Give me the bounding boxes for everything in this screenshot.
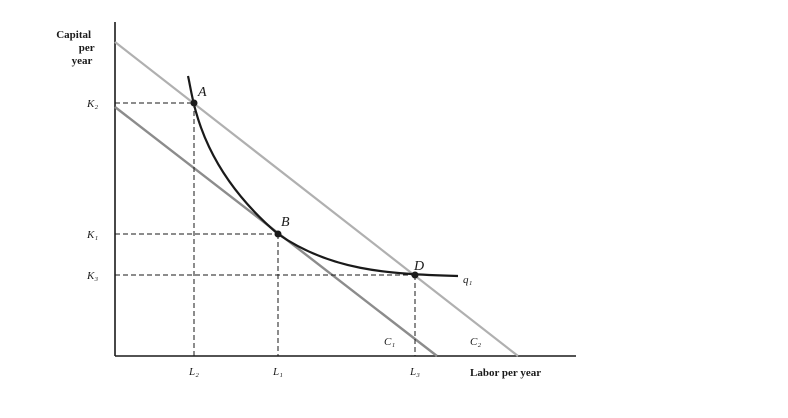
guide-lines bbox=[115, 102, 416, 356]
tick-k3: K₃ bbox=[86, 270, 98, 282]
point-d-marker bbox=[411, 271, 419, 279]
tick-l1: L₁ bbox=[272, 366, 283, 378]
point-a-label: A bbox=[197, 85, 207, 100]
point-d-label: D bbox=[413, 259, 424, 274]
y-axis-title-line-2: per bbox=[79, 42, 95, 54]
y-axis-title: Capital per year bbox=[56, 29, 97, 67]
isoquant-curve-q1 bbox=[186, 75, 459, 278]
point-b-marker bbox=[274, 230, 282, 238]
isocost-c1-label: C₁ bbox=[384, 336, 395, 348]
tick-k2: K₂ bbox=[86, 98, 98, 110]
point-a-marker bbox=[190, 99, 198, 107]
x-axis-title: Labor per year bbox=[470, 367, 541, 379]
tick-l3: L₃ bbox=[409, 366, 420, 378]
tick-k1: K₁ bbox=[86, 229, 98, 241]
point-b-label: B bbox=[281, 215, 290, 230]
y-axis-title-line-3: year bbox=[72, 55, 93, 67]
tick-l2: L₂ bbox=[188, 366, 199, 378]
isocost-c2-label: C₂ bbox=[470, 336, 481, 348]
isocost-line-c2 bbox=[114, 41, 519, 357]
y-axis-title-line-1: Capital bbox=[56, 29, 91, 41]
isoquant-label: q₁ bbox=[463, 274, 473, 286]
